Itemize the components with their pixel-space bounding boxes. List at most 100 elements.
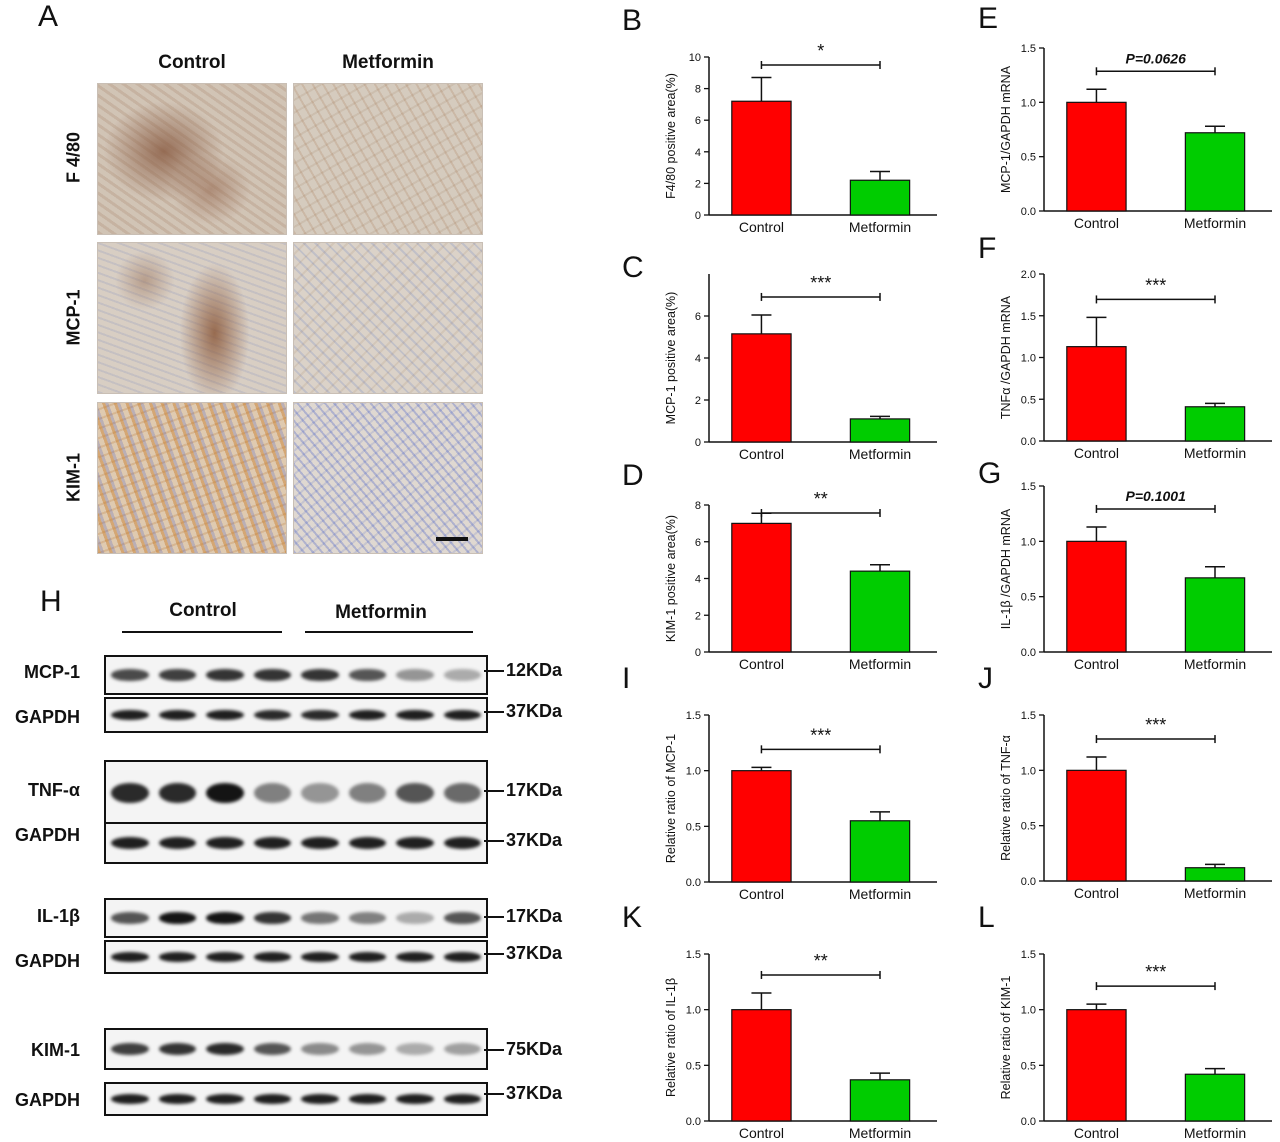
y-axis-label-d: KIM-1 positive area(%) [664,515,678,642]
blot-band [396,669,434,681]
blot-band [443,912,481,924]
blot-band [443,783,481,803]
blot-membrane-0 [104,655,488,695]
blot-band [206,1042,244,1056]
y-axis-label-f: TNFα /GAPDH mRNA [999,295,1013,419]
micrograph-mcp1-metformin [293,242,483,394]
significance-label-g: P=0.1001 [1126,488,1187,504]
blot-membrane-5 [104,940,488,974]
blot-label-5: GAPDH [14,951,80,971]
y-tick-label-b: 10 [689,52,701,64]
significance-label-k: ** [814,951,828,971]
blot-band [158,783,196,803]
blot-band [158,709,196,721]
y-tick-label-l: 1.0 [1021,1005,1036,1017]
blot-kda-4: 17KDa [506,906,563,926]
ihc-col-header-control: Control [158,52,226,73]
micrograph-f480-metformin [293,83,483,235]
bar-i-0 [731,770,792,883]
bar-j-0 [1066,769,1127,882]
y-tick-label-c: 4 [695,353,701,365]
ihc-col-header-metformin: Metformin [342,52,434,73]
panel-letter-l: L [978,901,995,934]
blot-band [443,836,481,850]
category-label-l-0: Control [1074,1125,1119,1141]
blot-kda-5: 37KDa [506,943,563,963]
blot-band [253,669,291,681]
blot-band [301,709,339,721]
blot-kda-0: 12KDa [506,660,563,680]
blot-band [253,783,291,803]
blot-band [206,836,244,850]
bar-e-0 [1066,101,1127,212]
category-label-j-0: Control [1074,885,1119,901]
y-tick-label-b: 4 [695,147,701,159]
blot-band [206,669,244,681]
panel-letter-g: G [978,457,1001,490]
y-axis-label-b: F4/80 positive area(%) [664,73,678,199]
category-label-f-1: Metformin [1184,445,1246,461]
y-axis-label-c: MCP-1 positive area(%) [664,292,678,425]
blot-band [158,1094,196,1104]
category-label-d-1: Metformin [849,656,911,672]
blot-band [348,1094,386,1104]
kda-tick-1 [484,711,504,713]
y-tick-label-f: 2.0 [1021,269,1036,281]
micrograph-mcp1-control [97,242,287,394]
y-tick-label-j: 0.5 [1021,821,1036,833]
blot-band [301,1094,339,1104]
blot-band [396,783,434,803]
y-tick-label-k: 0.5 [686,1060,701,1072]
blot-kda-1: 37KDa [506,701,563,721]
panel-letter-e: E [978,2,998,35]
y-tick-label-b: 8 [695,84,701,96]
y-tick-label-c: 0 [695,437,701,449]
bar-k-1 [849,1079,911,1122]
bar-f-0 [1066,346,1127,442]
y-tick-label-d: 8 [695,500,701,512]
y-tick-label-d: 6 [695,537,701,549]
kda-tick-2 [484,790,504,792]
blot-band [253,1042,291,1056]
blot-kda-2: 17KDa [506,780,563,800]
blot-band [348,709,386,721]
y-tick-label-f: 1.5 [1021,311,1036,323]
blot-band [111,952,149,962]
bar-i-1 [849,820,911,883]
bar-b-1 [849,179,911,216]
blot-band [111,836,149,850]
blot-band [348,783,386,803]
significance-label-c: *** [810,273,831,293]
category-label-l-1: Metformin [1184,1125,1246,1141]
blot-band [111,1094,149,1104]
significance-label-i: *** [810,725,831,745]
category-label-c-1: Metformin [849,446,911,462]
bar-l-0 [1066,1009,1127,1122]
blot-band [396,952,434,962]
kda-tick-7 [484,1093,504,1095]
panel-letter-b: B [622,4,642,37]
blot-band [158,912,196,924]
y-tick-label-e: 0.0 [1021,206,1036,218]
blot-band [443,669,481,681]
significance-label-d: ** [814,489,828,509]
y-tick-label-b: 2 [695,178,701,190]
blot-band [253,709,291,721]
y-tick-label-l: 0.5 [1021,1060,1036,1072]
y-tick-label-i: 1.0 [686,766,701,778]
blot-band [443,1094,481,1104]
blot-band [111,709,149,721]
category-label-f-0: Control [1074,445,1119,461]
kda-tick-5 [484,953,504,955]
blot-band [301,836,339,850]
category-label-i-0: Control [739,886,784,902]
micrograph-kim1-control [97,402,287,554]
blot-band [301,1042,339,1056]
bar-l-1 [1184,1073,1246,1122]
y-tick-label-c: 2 [695,395,701,407]
blot-membrane-3 [104,822,488,864]
bar-d-1 [849,570,911,653]
bar-g-0 [1066,540,1127,653]
